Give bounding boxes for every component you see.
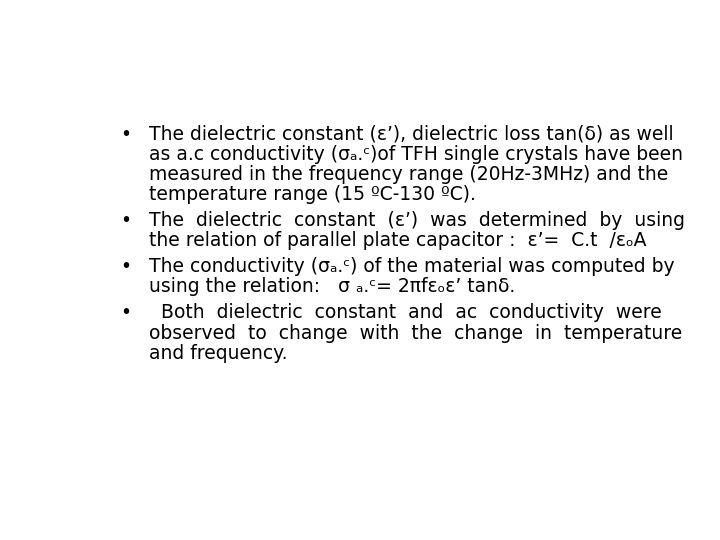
- Text: Both  dielectric  constant  and  ac  conductivity  were: Both dielectric constant and ac conducti…: [148, 303, 662, 322]
- Text: The conductivity (σₐ.ᶜ) of the material was computed by: The conductivity (σₐ.ᶜ) of the material …: [148, 257, 674, 276]
- Text: The  dielectric  constant  (ε’)  was  determined  by  using: The dielectric constant (ε’) was determi…: [148, 211, 685, 230]
- Text: temperature range (15 ºC-130 ºC).: temperature range (15 ºC-130 ºC).: [148, 185, 475, 204]
- Text: •: •: [121, 257, 132, 276]
- Text: and frequency.: and frequency.: [148, 343, 287, 362]
- Text: measured in the frequency range (20Hz-3MHz) and the: measured in the frequency range (20Hz-3M…: [148, 165, 668, 184]
- Text: the relation of parallel plate capacitor :  ε’=  C.t  /εₒA: the relation of parallel plate capacitor…: [148, 231, 646, 250]
- Text: •: •: [121, 125, 132, 144]
- Text: as a.c conductivity (σₐ.ᶜ)of TFH single crystals have been: as a.c conductivity (σₐ.ᶜ)of TFH single …: [148, 145, 683, 164]
- Text: The dielectric constant (ε’), dielectric loss tan(δ) as well: The dielectric constant (ε’), dielectric…: [148, 125, 673, 144]
- Text: •: •: [121, 211, 132, 230]
- Text: •: •: [121, 303, 132, 322]
- Text: using the relation:   σ ₐ.ᶜ= 2πfεₒε’ tanδ.: using the relation: σ ₐ.ᶜ= 2πfεₒε’ tanδ.: [148, 278, 515, 296]
- Text: observed  to  change  with  the  change  in  temperature: observed to change with the change in te…: [148, 323, 682, 342]
